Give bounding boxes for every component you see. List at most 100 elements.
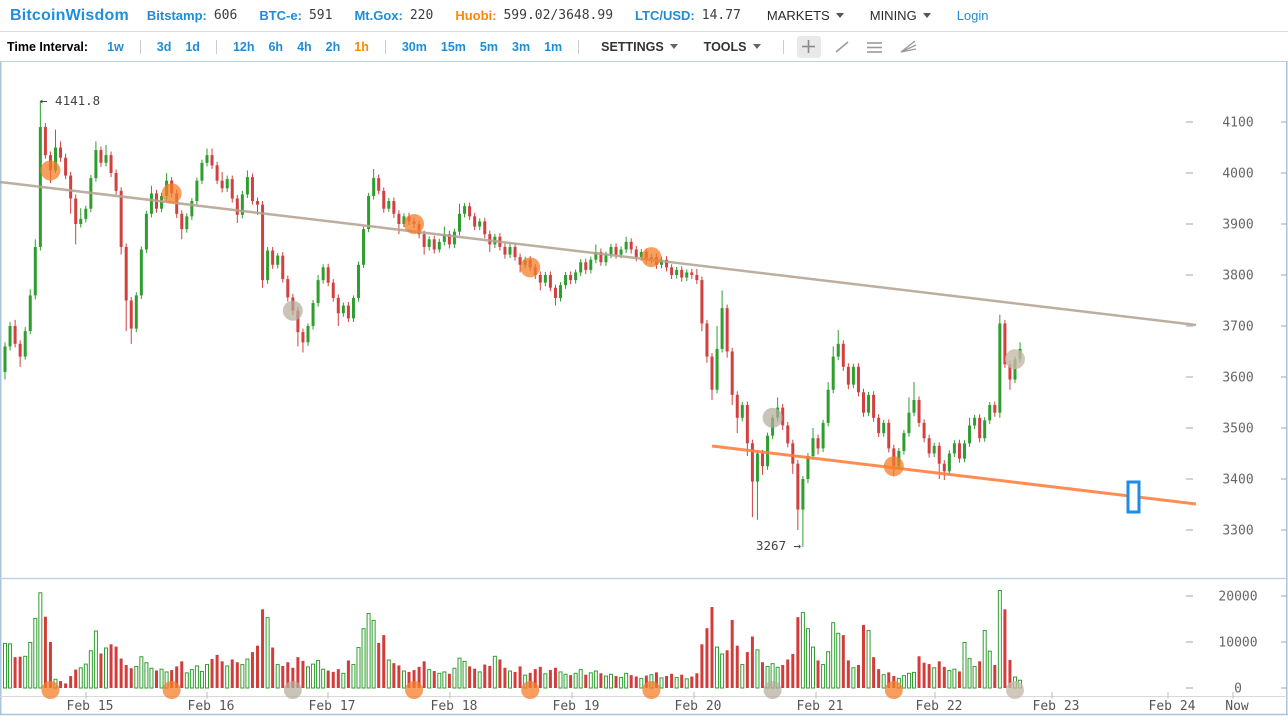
interval-3d[interactable]: 3d xyxy=(156,39,172,54)
trade-marker-volume xyxy=(283,681,302,699)
svg-text:3900: 3900 xyxy=(1222,218,1253,233)
chevron-down-icon xyxy=(835,13,844,18)
svg-text:Feb 23: Feb 23 xyxy=(1033,699,1080,714)
markets-menu-label: MARKETS xyxy=(766,8,830,23)
trade-marker-volume xyxy=(1006,681,1024,699)
tools-label: TOOLS xyxy=(703,39,747,54)
svg-text:Feb 24: Feb 24 xyxy=(1149,699,1196,714)
svg-text:3600: 3600 xyxy=(1222,371,1253,386)
interval-3m[interactable]: 3m xyxy=(512,39,531,54)
fan-lines-icon[interactable] xyxy=(896,36,920,58)
svg-text:Feb 21: Feb 21 xyxy=(797,699,844,714)
separator xyxy=(215,39,217,54)
interval-1d[interactable]: 1d xyxy=(185,39,200,54)
ticker-value: 599.02/3648.99 xyxy=(503,8,614,23)
svg-text:10000: 10000 xyxy=(1218,636,1257,651)
svg-text:Feb 16: Feb 16 xyxy=(188,699,235,714)
markets-menu[interactable]: MARKETS xyxy=(767,8,844,23)
trade-marker xyxy=(282,300,303,321)
horizontal-lines-icon[interactable] xyxy=(863,36,887,58)
ticker-label: LTC/USD: xyxy=(635,8,695,23)
trade-marker-volume xyxy=(763,681,782,699)
volume-bars-group xyxy=(3,590,1023,689)
trade-marker xyxy=(40,160,61,181)
interval-1m[interactable]: 1m xyxy=(544,39,563,54)
separator xyxy=(384,39,386,54)
site-logo[interactable]: BitcoinWisdom xyxy=(10,6,129,24)
svg-text:0: 0 xyxy=(1234,682,1242,697)
separator xyxy=(139,39,141,54)
ticker-value: 14.77 xyxy=(701,8,741,23)
interval-6h[interactable]: 6h xyxy=(268,39,284,54)
trendline-icon[interactable] xyxy=(830,36,854,58)
tools-button[interactable]: TOOLS xyxy=(704,40,761,54)
price-volume-chart[interactable]: 4100 4000 3900 3800 3700 3600 3500 3400 3300 2000… xyxy=(0,62,1288,716)
interval-1w[interactable]: 1w xyxy=(107,39,124,54)
trade-marker xyxy=(762,407,783,428)
interval-4h[interactable]: 4h xyxy=(297,39,312,54)
interval-list: 1w 3d 1d 12h 6h 4h 2h 1h 30m 15m 5m 3m 1m xyxy=(100,39,569,54)
header-menus: MARKETS MINING Login xyxy=(767,8,989,23)
trade-marker-volume xyxy=(41,681,60,699)
trade-marker-volume xyxy=(884,681,903,699)
trendline-resistance[interactable] xyxy=(0,180,1197,327)
toolbar: Time Interval: 1w 3d 1d 12h 6h 4h 2h 1h 30m 15m 5m… xyxy=(0,32,1288,62)
trade-marker xyxy=(404,214,425,234)
svg-text:4100: 4100 xyxy=(1222,116,1253,131)
interval-5m[interactable]: 5m xyxy=(479,39,498,54)
interval-12h[interactable]: 12h xyxy=(232,39,255,54)
svg-text:Feb 15: Feb 15 xyxy=(67,699,114,714)
settings-button[interactable]: SETTINGS xyxy=(601,40,678,54)
mining-menu[interactable]: MINING xyxy=(870,8,931,23)
candles-group xyxy=(3,100,1022,547)
volume-axis: 20000 10000 0 xyxy=(1186,590,1287,697)
interval-1h[interactable]: 1h xyxy=(354,39,369,54)
svg-text:Feb 19: Feb 19 xyxy=(553,699,600,714)
chart-area[interactable]: 4100 4000 3900 3800 3700 3600 3500 3400 3300 2000… xyxy=(0,62,1288,716)
ticker-label: Mt.Gox: xyxy=(354,8,403,23)
crosshair-icon[interactable] xyxy=(796,35,821,58)
header: BitcoinWisdom Bitstamp: 606 BTC-e: 591 Mt.Go… xyxy=(0,0,1288,32)
separator xyxy=(578,39,580,54)
time-interval-label: Time Interval: xyxy=(7,39,89,54)
settings-label: SETTINGS xyxy=(601,39,664,54)
svg-text:3700: 3700 xyxy=(1222,320,1253,335)
chevron-down-icon xyxy=(922,13,931,18)
ticker-label: BTC-e: xyxy=(259,8,302,23)
ticker-value: 606 xyxy=(213,8,238,23)
trade-marker xyxy=(161,183,182,204)
price-axis: 4100 4000 3900 3800 3700 3600 3500 3400 3300 xyxy=(1186,116,1287,539)
trade-marker xyxy=(520,257,541,278)
trade-marker xyxy=(641,247,662,268)
ticker: Bitstamp: 606 xyxy=(147,8,237,23)
svg-text:3300: 3300 xyxy=(1222,524,1253,539)
chevron-down-icon xyxy=(752,44,761,49)
ticker: LTC/USD: 14.77 xyxy=(635,8,741,23)
ticker: BTC-e: 591 xyxy=(259,8,332,23)
svg-text:Feb 20: Feb 20 xyxy=(675,699,722,714)
svg-text:3400: 3400 xyxy=(1222,473,1253,488)
ticker-label: Huobi: xyxy=(455,8,497,23)
time-axis: Feb 15 Feb 16 Feb 17 Feb 18 Feb 19 Feb 20 Feb … xyxy=(67,692,1249,714)
svg-text:Feb 22: Feb 22 xyxy=(916,699,963,714)
login-link[interactable]: Login xyxy=(956,8,989,23)
svg-text:20000: 20000 xyxy=(1218,590,1257,605)
ticker-bar: Bitstamp: 606 BTC-e: 591 Mt.Gox: 220 Huobi: 599… xyxy=(147,8,741,23)
chevron-down-icon xyxy=(669,44,678,49)
trade-marker xyxy=(883,456,904,477)
trade-marker-volume xyxy=(405,681,424,699)
interval-15m[interactable]: 15m xyxy=(440,39,466,54)
ticker: Mt.Gox: 220 xyxy=(354,8,433,23)
trendline-support[interactable] xyxy=(711,444,1197,506)
interval-2h[interactable]: 2h xyxy=(325,39,341,54)
svg-text:3800: 3800 xyxy=(1222,269,1253,284)
mining-menu-label: MINING xyxy=(869,8,917,23)
ticker-value: 220 xyxy=(409,8,434,23)
svg-text:4000: 4000 xyxy=(1222,167,1253,182)
svg-text:Feb 18: Feb 18 xyxy=(431,699,478,714)
trade-marker-volume xyxy=(521,681,540,699)
interval-30m[interactable]: 30m xyxy=(401,39,427,54)
trendline-handle[interactable] xyxy=(1126,480,1141,514)
drawing-tools xyxy=(796,35,920,58)
ticker-value: 591 xyxy=(308,8,333,23)
